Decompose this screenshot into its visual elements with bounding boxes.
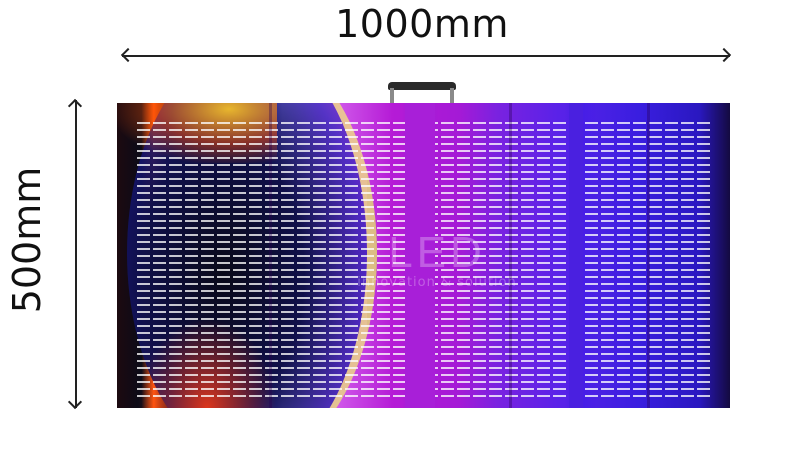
handle-post-right (450, 88, 454, 104)
handle-post-left (390, 88, 394, 104)
panel-gap-right (569, 103, 583, 408)
height-dimension-label: 500mm (5, 166, 49, 314)
arrow-up-icon (67, 98, 83, 114)
arrow-left-icon (120, 47, 136, 63)
arrow-down-icon (67, 394, 83, 410)
carry-handle-icon (386, 82, 458, 104)
arrow-right-icon (716, 47, 732, 63)
frame-divider (647, 103, 650, 408)
frame-divider (509, 103, 512, 408)
width-dimension-arrow (120, 47, 732, 63)
led-display-panel: LED innovation & solution (117, 103, 730, 408)
panel-gap-center (405, 103, 435, 408)
handle-grip (388, 82, 456, 90)
frame-divider (269, 103, 272, 408)
width-dimension-label: 1000mm (335, 2, 509, 46)
height-dimension-arrow (67, 98, 83, 410)
